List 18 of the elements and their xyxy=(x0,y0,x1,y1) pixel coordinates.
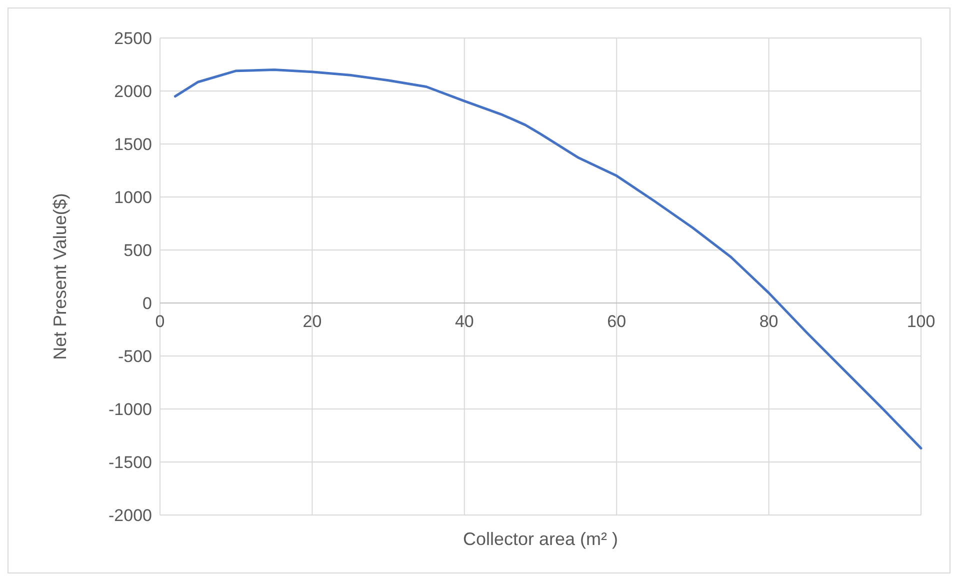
y-axis-title: Net Present Value($) xyxy=(50,193,70,360)
x-tick-label: 20 xyxy=(302,312,322,331)
x-axis-title: Collector area (m² ) xyxy=(462,529,618,549)
x-tick-label: 80 xyxy=(759,312,778,331)
y-tick-label: -1500 xyxy=(108,452,152,472)
y-tick-label: 2000 xyxy=(114,82,152,101)
y-tick-label: -1000 xyxy=(108,400,152,419)
y-tick-label: 0 xyxy=(142,294,152,313)
y-tick-label: -2000 xyxy=(108,506,152,525)
y-tick-label: 2500 xyxy=(114,28,152,48)
y-tick-label: 1500 xyxy=(114,134,152,154)
y-tick-label: 1000 xyxy=(114,188,152,207)
y-tick-label: 500 xyxy=(124,240,152,260)
x-tick-label: 60 xyxy=(607,312,626,331)
x-tick-label: 0 xyxy=(155,312,165,331)
y-tick-label: -500 xyxy=(118,346,152,366)
x-tick-label: 40 xyxy=(454,312,474,331)
x-tick-label: 100 xyxy=(906,312,936,331)
